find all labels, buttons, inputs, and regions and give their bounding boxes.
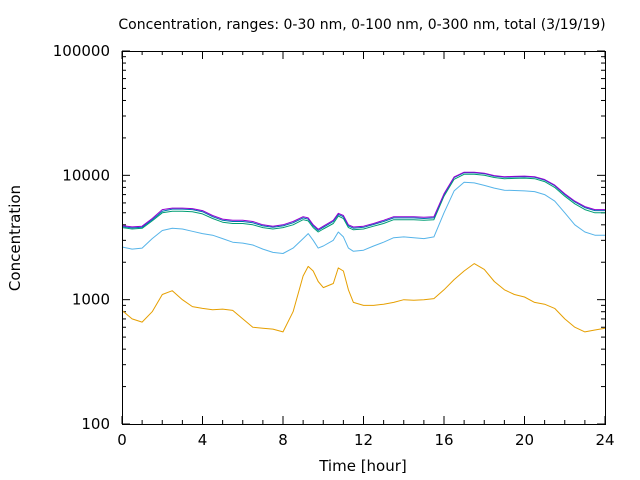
series-line-4 [121, 172, 605, 231]
y-axis: 100 1000 10000 100000 [53, 42, 605, 433]
chart-title: Concentration, ranges: 0-30 nm, 0-100 nm… [118, 17, 605, 33]
y-tick-label: 100000 [53, 42, 110, 60]
series-line-3 [121, 173, 605, 233]
plot-area [121, 171, 606, 333]
x-tick-label: 24 [595, 431, 614, 449]
y-tick-label: 100 [81, 415, 110, 433]
x-tick-label: 0 [117, 431, 127, 449]
y-tick-label: 10000 [62, 166, 110, 184]
x-tick-label: 12 [354, 431, 373, 449]
series-line-1 [121, 263, 606, 333]
x-tick-label: 16 [434, 431, 453, 449]
plot-frame [122, 51, 606, 425]
series-line-5 [121, 171, 605, 230]
y-tick-label: 1000 [72, 291, 110, 309]
y-axis-label: Concentration [6, 185, 24, 291]
x-axis-label: Time [hour] [318, 457, 407, 475]
x-axis: 0 4 8 12 16 20 24 [117, 51, 615, 449]
x-tick-label: 20 [515, 431, 534, 449]
x-tick-label: 8 [278, 431, 288, 449]
series-line-2 [121, 181, 605, 254]
x-tick-label: 4 [198, 431, 208, 449]
